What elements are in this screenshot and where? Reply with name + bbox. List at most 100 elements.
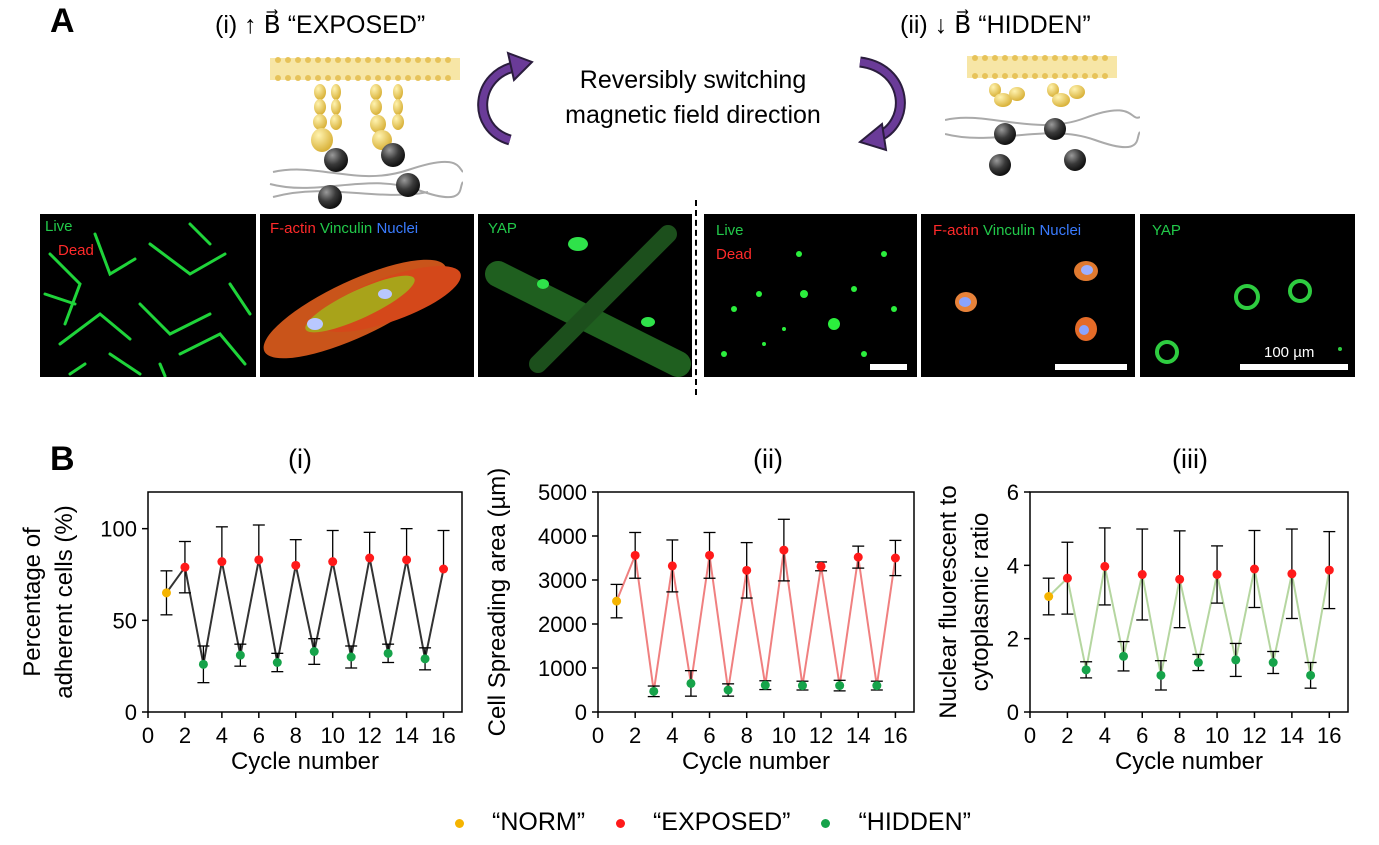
data-point bbox=[835, 681, 845, 691]
image-exposed-live-dead: Live Dead bbox=[40, 214, 256, 377]
label-live-hidden: Live bbox=[716, 222, 744, 239]
data-point bbox=[1100, 561, 1110, 571]
legend-label-norm: “NORM” bbox=[492, 808, 586, 836]
data-point bbox=[1324, 565, 1334, 575]
label-yap: YAP bbox=[488, 220, 517, 237]
x-tick-label: 8 bbox=[1174, 723, 1186, 748]
panel-a-letter: A bbox=[50, 2, 75, 40]
y-tick-label: 2 bbox=[1007, 627, 1019, 652]
image-exposed-factin: F-actin Vinculin Nuclei bbox=[260, 214, 474, 377]
y-tick-label: 3000 bbox=[538, 568, 587, 593]
label-vinculin: Vinculin bbox=[320, 220, 373, 237]
x-tick-label: 16 bbox=[1317, 723, 1341, 748]
legend-item-hidden: “HIDDEN” bbox=[821, 808, 971, 836]
image-exposed-yap: YAP bbox=[478, 214, 692, 377]
data-point bbox=[420, 654, 430, 664]
scale-bar-3 bbox=[1240, 364, 1348, 370]
x-axis-label: Cycle number bbox=[682, 748, 830, 775]
x-tick-label: 8 bbox=[290, 723, 302, 748]
scale-bar-1 bbox=[870, 364, 907, 370]
data-point bbox=[1212, 570, 1222, 579]
x-tick-label: 6 bbox=[253, 723, 265, 748]
exposed-label: (i) ↑ B⃗ “EXPOSED” bbox=[215, 11, 426, 39]
data-point bbox=[1268, 658, 1278, 667]
data-point bbox=[723, 685, 733, 695]
data-point bbox=[383, 648, 393, 658]
image-hidden-live-dead: Live Dead bbox=[704, 214, 917, 377]
data-point bbox=[630, 550, 640, 560]
data-point bbox=[291, 560, 301, 570]
data-point bbox=[872, 681, 882, 691]
switch-caption-line-1: Reversibly switching bbox=[579, 66, 807, 94]
switch-caption: Reversibly switching magnetic field dire… bbox=[548, 63, 838, 133]
data-point bbox=[309, 647, 319, 656]
legend-dot-hidden bbox=[821, 818, 831, 828]
x-tick-label: 12 bbox=[1242, 723, 1266, 748]
label-factin: F-actin bbox=[270, 220, 316, 237]
legend: “NORM” “EXPOSED” “HIDDEN” bbox=[455, 808, 971, 837]
data-point bbox=[1306, 670, 1316, 680]
data-point bbox=[365, 553, 375, 563]
y-axis-label-line-2: cytoplasmic ratio bbox=[967, 513, 994, 692]
data-point bbox=[328, 557, 338, 567]
y-tick-label: 4 bbox=[1007, 553, 1019, 578]
y-tick-label: 5000 bbox=[538, 480, 587, 505]
exposed-schematic bbox=[269, 57, 463, 209]
data-point bbox=[1062, 573, 1072, 583]
switch-caption-line-2: magnetic field direction bbox=[565, 101, 821, 129]
label-dead: Dead bbox=[58, 242, 94, 259]
data-point bbox=[1119, 651, 1129, 661]
hidden-label: (ii) ↓ B⃗ “HIDDEN” bbox=[900, 11, 1091, 39]
data-point bbox=[649, 686, 659, 696]
data-point bbox=[797, 681, 807, 691]
series-line bbox=[615, 549, 897, 692]
data-point bbox=[272, 658, 282, 667]
y-axis-label: Cell Spreading area (µm) bbox=[484, 468, 511, 737]
x-tick-label: 8 bbox=[741, 723, 753, 748]
x-tick-label: 0 bbox=[1024, 723, 1036, 748]
data-point bbox=[1044, 592, 1054, 601]
data-point bbox=[612, 596, 622, 606]
data-point bbox=[1231, 655, 1241, 665]
x-tick-label: 2 bbox=[1061, 723, 1073, 748]
panel-b-letter: B bbox=[50, 440, 75, 478]
data-point bbox=[1175, 574, 1185, 584]
data-point bbox=[1193, 658, 1203, 667]
y-axis-label-line-1: Percentage of bbox=[19, 527, 46, 677]
x-tick-label: 12 bbox=[809, 723, 833, 748]
y-tick-label: 100 bbox=[100, 517, 137, 542]
legend-dot-norm bbox=[455, 818, 464, 828]
data-point bbox=[705, 550, 715, 560]
y-tick-label: 1000 bbox=[538, 656, 587, 681]
plot-frame bbox=[147, 491, 463, 713]
x-tick-label: 14 bbox=[394, 723, 418, 748]
y-tick-label: 50 bbox=[113, 608, 137, 633]
legend-item-exposed: “EXPOSED” bbox=[615, 808, 791, 836]
data-point bbox=[816, 561, 826, 571]
x-tick-label: 10 bbox=[772, 723, 796, 748]
legend-label-hidden: “HIDDEN” bbox=[858, 808, 971, 836]
data-point bbox=[1137, 570, 1147, 579]
image-2-labels: F-actin Vinculin Nuclei bbox=[270, 220, 418, 237]
x-tick-label: 4 bbox=[666, 723, 678, 748]
label-vinculin-hidden: Vinculin bbox=[983, 222, 1036, 239]
series-line bbox=[1048, 566, 1331, 676]
data-point bbox=[235, 650, 245, 660]
x-tick-label: 16 bbox=[431, 723, 455, 748]
data-point bbox=[1156, 670, 1166, 680]
x-tick-label: 0 bbox=[142, 723, 154, 748]
label-nuclei-hidden: Nuclei bbox=[1039, 222, 1082, 239]
data-point bbox=[402, 555, 412, 565]
data-point bbox=[198, 659, 208, 669]
y-tick-label: 0 bbox=[125, 700, 137, 725]
label-factin-hidden: F-actin bbox=[933, 222, 979, 239]
legend-dot-exposed bbox=[615, 818, 625, 828]
data-point bbox=[853, 552, 863, 562]
series-line bbox=[165, 557, 445, 665]
y-tick-label: 0 bbox=[1007, 700, 1019, 725]
x-tick-label: 10 bbox=[320, 723, 344, 748]
data-point bbox=[1287, 569, 1297, 579]
data-point bbox=[890, 553, 900, 563]
